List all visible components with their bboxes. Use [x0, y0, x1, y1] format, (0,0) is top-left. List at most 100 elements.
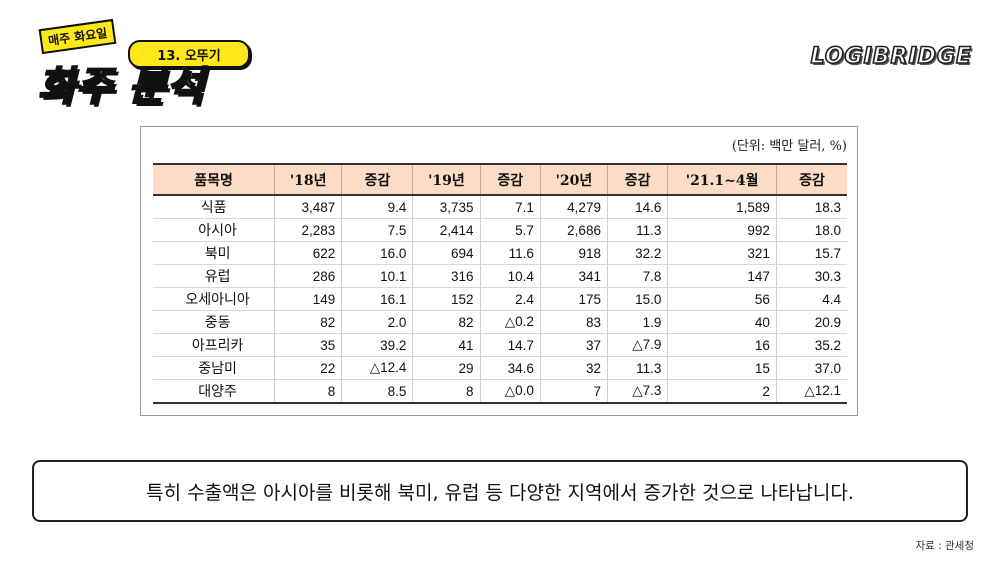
value-cell: 152 [412, 287, 481, 311]
change-cell: 4.4 [775, 287, 847, 311]
value-cell: 1,589 [667, 195, 777, 219]
value-cell: 341 [539, 264, 608, 288]
table-header-row: 품목명 '18년 증감 '19년 증감 '20년 증감 '21.1~4월 증감 [153, 163, 847, 196]
column-header: '20년 [539, 163, 608, 196]
logo-title: 화주 분석 [37, 63, 205, 111]
brand-logo: LOGIBRIDGE [810, 43, 972, 70]
change-cell: 7.8 [606, 264, 669, 288]
change-cell: 30.3 [775, 264, 847, 288]
episode-pill: 13. 오뚜기 [128, 40, 250, 68]
value-cell: 29 [412, 356, 481, 380]
row-category: 중동 [153, 310, 276, 334]
column-header: '19년 [412, 163, 481, 196]
change-cell: 10.4 [479, 264, 541, 288]
table-row: 오세아니아 149 16.1 152 2.4 175 15.0 56 4.4 [153, 287, 847, 311]
change-cell: △12.4 [341, 356, 414, 380]
value-cell: 622 [274, 241, 343, 265]
value-cell: 286 [274, 264, 343, 288]
change-cell: △0.2 [479, 310, 541, 334]
value-cell: 2 [667, 379, 777, 404]
table-row: 중남미 22 △12.4 29 34.6 32 11.3 15 37.0 [153, 356, 847, 380]
change-cell: △7.3 [606, 379, 669, 404]
change-cell: 5.7 [479, 218, 541, 242]
row-category: 북미 [153, 241, 276, 265]
value-cell: 32 [539, 356, 608, 380]
table-row: 북미 622 16.0 694 11.6 918 32.2 321 15.7 [153, 241, 847, 265]
table-frame: (단위: 백만 달러, %) 품목명 '18년 증감 '19년 증감 '20년 증감 '21.… [140, 126, 858, 416]
row-category: 대양주 [153, 379, 276, 404]
change-cell: △7.9 [606, 333, 669, 357]
value-cell: 22 [274, 356, 343, 380]
change-cell: △0.0 [479, 379, 541, 404]
export-table: 품목명 '18년 증감 '19년 증감 '20년 증감 '21.1~4월 증감 식품 3,487 9… [153, 163, 847, 404]
column-header: 증감 [479, 163, 541, 196]
change-cell: 2.4 [479, 287, 541, 311]
change-cell: 15.0 [606, 287, 669, 311]
change-cell: 14.7 [479, 333, 541, 357]
value-cell: 8 [274, 379, 343, 404]
value-cell: 4,279 [539, 195, 608, 219]
value-cell: 3,487 [274, 195, 343, 219]
row-category: 식품 [153, 195, 276, 219]
column-header: '21.1~4월 [667, 163, 777, 196]
change-cell: 2.0 [341, 310, 414, 334]
value-cell: 82 [412, 310, 481, 334]
value-cell: 8 [412, 379, 481, 404]
change-cell: 14.6 [606, 195, 669, 219]
change-cell: 20.9 [775, 310, 847, 334]
subtitle-box: 특히 수출액은 아시아를 비롯해 북미, 유럽 등 다양한 지역에서 증가한 것… [32, 460, 968, 522]
table-row: 유럽 286 10.1 316 10.4 341 7.8 147 30.3 [153, 264, 847, 288]
value-cell: 3,735 [412, 195, 481, 219]
table-row: 아프리카 35 39.2 41 14.7 37 △7.9 16 35.2 [153, 333, 847, 357]
column-header: '18년 [274, 163, 343, 196]
subtitle-text: 특히 수출액은 아시아를 비롯해 북미, 유럽 등 다양한 지역에서 증가한 것… [146, 481, 854, 504]
table-body: 식품 3,487 9.4 3,735 7.1 4,279 14.6 1,589 18.3 아시아 2… [153, 195, 847, 404]
value-cell: 56 [667, 287, 777, 311]
value-cell: 316 [412, 264, 481, 288]
change-cell: 35.2 [775, 333, 847, 357]
change-cell: 34.6 [479, 356, 541, 380]
value-cell: 2,686 [539, 218, 608, 242]
unit-label: (단위: 백만 달러, %) [731, 139, 847, 154]
row-category: 아프리카 [153, 333, 276, 357]
source-note: 자료 : 관세청 [915, 540, 974, 552]
table-row: 아시아 2,283 7.5 2,414 5.7 2,686 11.3 992 18.0 [153, 218, 847, 242]
change-cell: 15.7 [775, 241, 847, 265]
change-cell: 8.5 [341, 379, 414, 404]
change-cell: 11.3 [606, 356, 669, 380]
value-cell: 15 [667, 356, 777, 380]
change-cell: 37.0 [775, 356, 847, 380]
change-cell: 1.9 [606, 310, 669, 334]
change-cell: 11.3 [606, 218, 669, 242]
value-cell: 175 [539, 287, 608, 311]
value-cell: 16 [667, 333, 777, 357]
value-cell: 2,283 [274, 218, 343, 242]
change-cell: 39.2 [341, 333, 414, 357]
row-category: 오세아니아 [153, 287, 276, 311]
row-category: 유럽 [153, 264, 276, 288]
value-cell: 321 [667, 241, 777, 265]
change-cell: 7.1 [479, 195, 541, 219]
column-header: 증감 [341, 163, 414, 196]
value-cell: 82 [274, 310, 343, 334]
value-cell: 149 [274, 287, 343, 311]
value-cell: 992 [667, 218, 777, 242]
value-cell: 7 [539, 379, 608, 404]
value-cell: 37 [539, 333, 608, 357]
value-cell: 35 [274, 333, 343, 357]
table-row: 식품 3,487 9.4 3,735 7.1 4,279 14.6 1,589 18.3 [153, 195, 847, 219]
column-header: 증감 [606, 163, 669, 196]
value-cell: 40 [667, 310, 777, 334]
change-cell: 9.4 [341, 195, 414, 219]
table-row: 대양주 8 8.5 8 △0.0 7 △7.3 2 △12.1 [153, 379, 847, 404]
value-cell: 41 [412, 333, 481, 357]
change-cell: 16.0 [341, 241, 414, 265]
change-cell: 16.1 [341, 287, 414, 311]
value-cell: 918 [539, 241, 608, 265]
column-header: 증감 [775, 163, 847, 196]
value-cell: 694 [412, 241, 481, 265]
table-row: 중동 82 2.0 82 △0.2 83 1.9 40 20.9 [153, 310, 847, 334]
show-logo: 매주 화요일 13. 오뚜기 화주 분석 [30, 10, 270, 111]
logo-tag: 매주 화요일 [38, 18, 117, 55]
value-cell: 2,414 [412, 218, 481, 242]
